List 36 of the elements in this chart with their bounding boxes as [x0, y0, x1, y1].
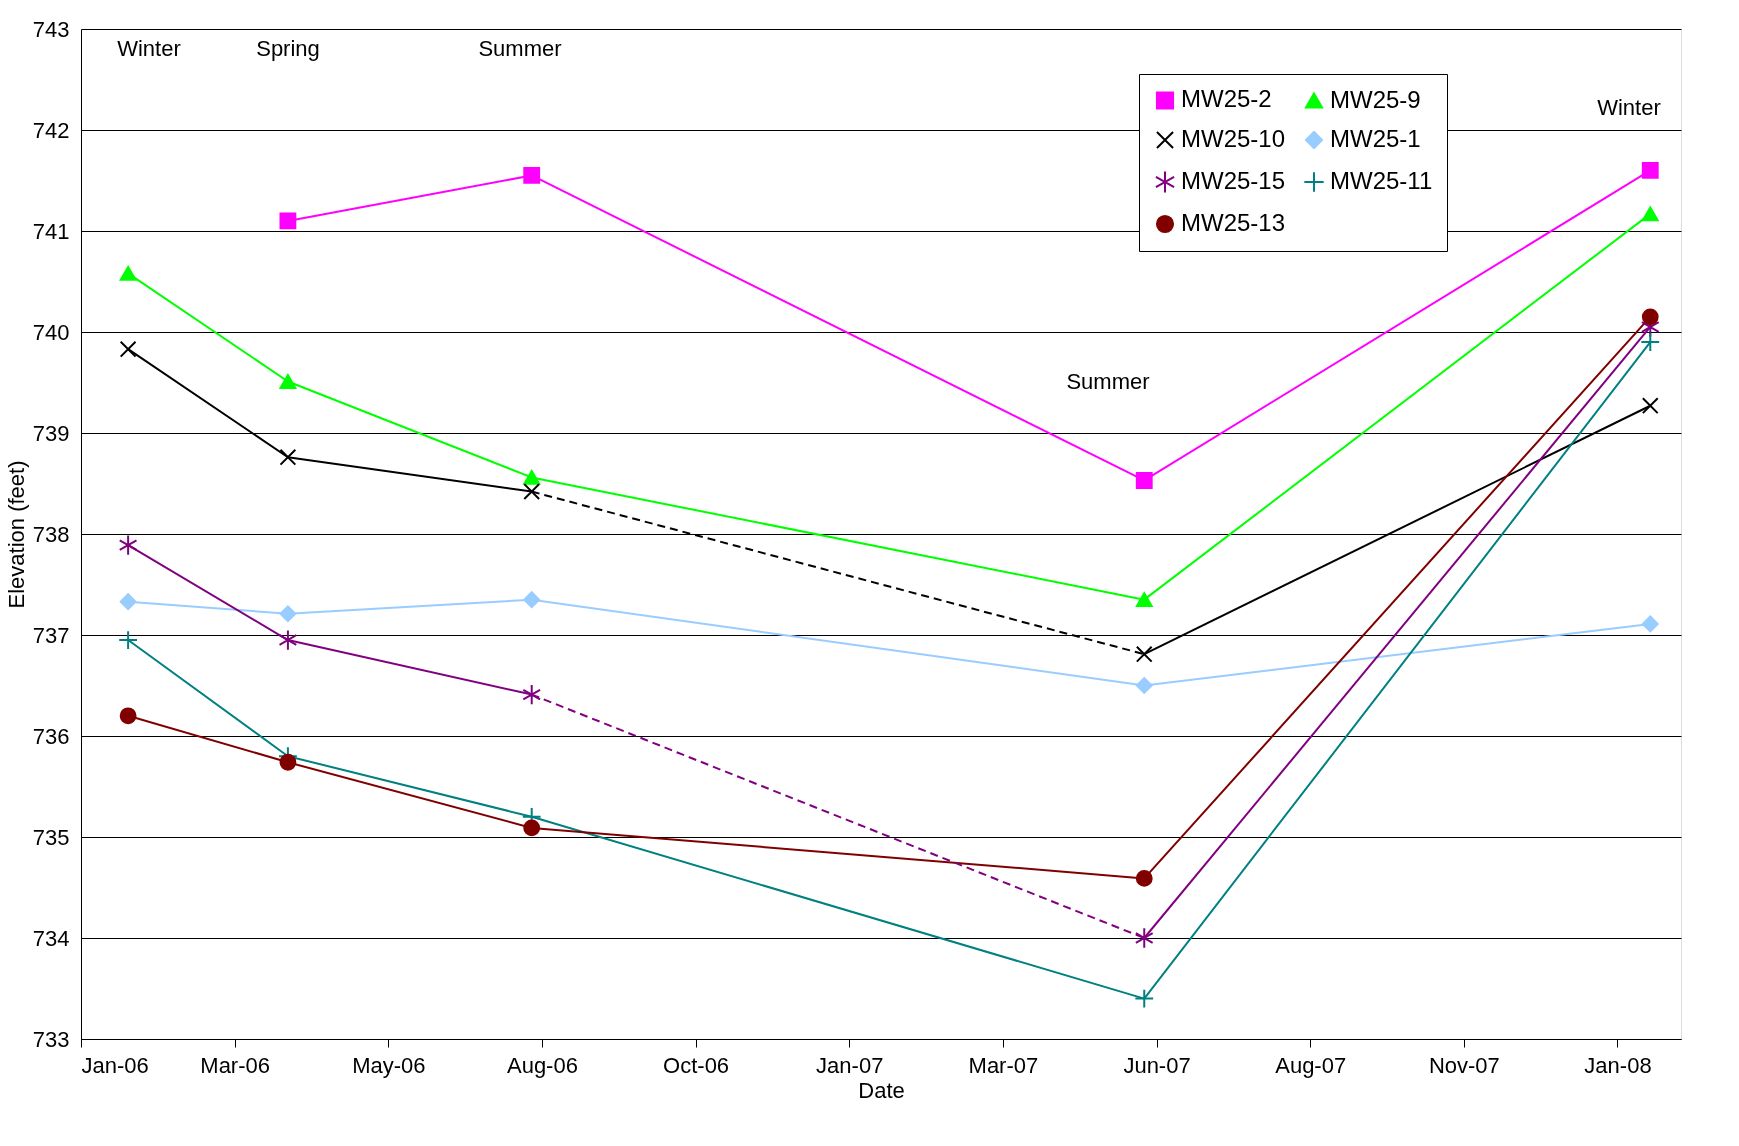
x-tick-label: Jun-07 [1123, 1052, 1191, 1078]
x-tick-label: Jan-07 [816, 1052, 884, 1078]
x-tick-label: Aug-06 [506, 1052, 578, 1078]
legend-label: MW25-15 [1181, 167, 1286, 194]
x-tick-label: Aug-07 [1275, 1052, 1347, 1078]
legend-label: MW25-2 [1181, 85, 1272, 113]
annotation: Winter [117, 36, 181, 61]
y-axis-title: Elevation (feet) [3, 460, 29, 609]
y-tick-label: 735 [32, 824, 70, 850]
legend-label: MW25-13 [1181, 209, 1286, 236]
y-tick-label: 740 [32, 319, 70, 345]
annotation: Winter [1597, 95, 1661, 120]
y-tick-label: 736 [32, 723, 70, 749]
x-tick-label: Jan-06 [81, 1052, 149, 1078]
x-tick-label: May-06 [352, 1052, 426, 1078]
y-tick-label: 739 [32, 420, 70, 446]
legend-label: MW25-10 [1181, 125, 1286, 152]
legend-label: MW25-1 [1330, 125, 1421, 152]
x-tick-label: Oct-06 [663, 1052, 730, 1078]
annotation: Spring [256, 36, 320, 61]
y-tick-label: 743 [32, 16, 70, 42]
y-tick-label: 741 [32, 218, 70, 244]
y-tick-label: 734 [32, 925, 70, 951]
x-tick-label: Mar-07 [968, 1052, 1039, 1078]
y-tick-label: 738 [32, 521, 70, 547]
annotation: Summer [478, 36, 562, 61]
legend-label: MW25-11 [1330, 167, 1433, 194]
y-tick-label: 737 [32, 622, 70, 648]
y-tick-label: 742 [32, 117, 70, 143]
x-tick-label: Jan-08 [1584, 1052, 1652, 1078]
annotation: Summer [1066, 369, 1150, 394]
x-tick-label: Mar-06 [200, 1052, 270, 1078]
x-axis-title: Date [858, 1077, 905, 1103]
legend-label: MW25-9 [1330, 85, 1421, 113]
y-tick-label: 733 [32, 1026, 70, 1052]
x-tick-label: Nov-07 [1428, 1052, 1500, 1078]
